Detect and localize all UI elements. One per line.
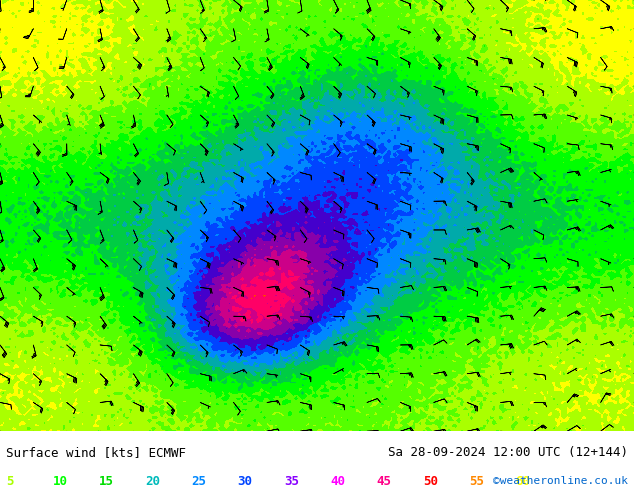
Text: 20: 20	[145, 475, 160, 488]
Text: ©weatheronline.co.uk: ©weatheronline.co.uk	[493, 476, 628, 486]
Text: 15: 15	[99, 475, 114, 488]
Text: 50: 50	[423, 475, 438, 488]
Text: 40: 40	[330, 475, 346, 488]
Text: 5: 5	[6, 475, 14, 488]
Text: 10: 10	[53, 475, 68, 488]
Text: 55: 55	[469, 475, 484, 488]
Text: 25: 25	[191, 475, 207, 488]
Text: 60: 60	[515, 475, 531, 488]
Text: 30: 30	[238, 475, 253, 488]
Text: 45: 45	[377, 475, 392, 488]
Text: Surface wind [kts] ECMWF: Surface wind [kts] ECMWF	[6, 446, 186, 459]
Text: 35: 35	[284, 475, 299, 488]
Text: Sa 28-09-2024 12:00 UTC (12+144): Sa 28-09-2024 12:00 UTC (12+144)	[387, 446, 628, 459]
